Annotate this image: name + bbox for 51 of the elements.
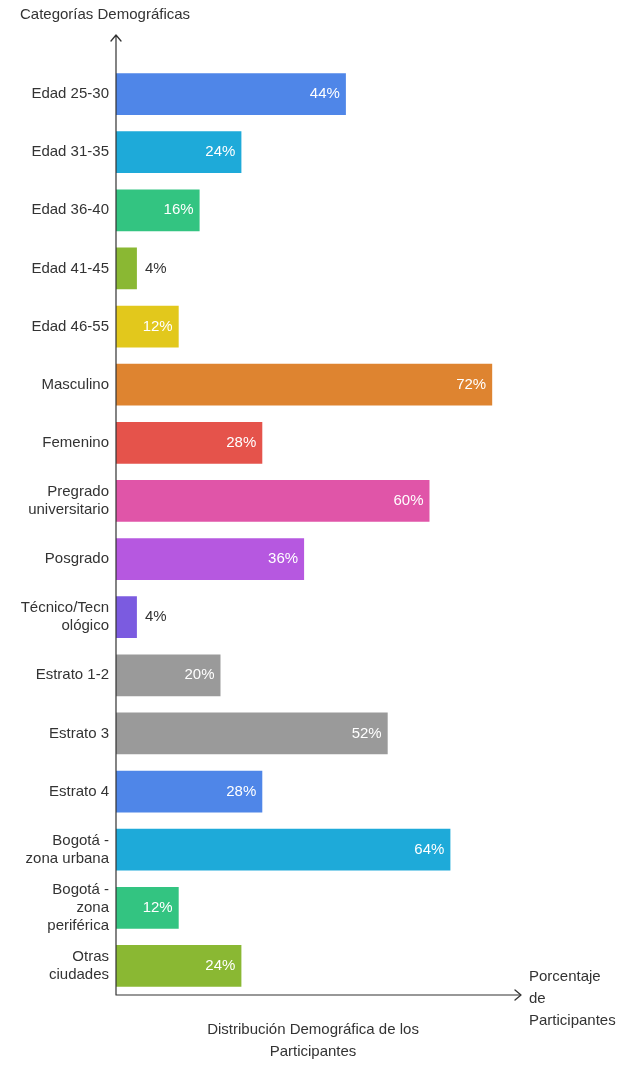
data-label: 4% — [144, 258, 167, 276]
y-tick-label: Estrato 3 — [48, 723, 109, 741]
data-label: 20% — [184, 665, 215, 683]
data-label: 28% — [226, 781, 257, 799]
data-label: 60% — [393, 491, 424, 509]
bar — [116, 73, 346, 115]
bar — [116, 945, 242, 987]
bar — [116, 363, 493, 406]
data-label: 64% — [414, 839, 445, 857]
bar — [116, 305, 179, 348]
y-tick-label: Femenino — [42, 432, 109, 450]
bar — [116, 247, 137, 290]
bar — [116, 131, 242, 174]
data-label: 24% — [205, 142, 236, 160]
bar — [116, 828, 451, 871]
y-tick-label: Edad 41-45 — [31, 258, 109, 276]
bar — [116, 596, 137, 639]
data-label: 52% — [351, 723, 382, 741]
data-label: 44% — [309, 84, 340, 102]
data-label: 12% — [142, 897, 173, 915]
bar — [116, 712, 388, 755]
data-label: 4% — [144, 607, 167, 625]
bar — [116, 538, 305, 580]
y-tick-label: Estrato 4 — [48, 781, 109, 799]
text: Distribución Demográfica de los Participantes — [207, 1020, 419, 1060]
bar — [116, 886, 179, 929]
data-label: 24% — [205, 956, 236, 974]
y-tick-label: Edad 25-30 — [31, 84, 109, 102]
y-tick-label: Edad 36-40 — [31, 200, 109, 218]
data-label: 28% — [226, 432, 257, 450]
y-tick-label: Bogotá - zona periférica — [47, 879, 110, 933]
bar — [116, 480, 430, 522]
y-tick-label: Técnico/Tecnológico — [20, 598, 109, 634]
y-tick-label: Masculino — [41, 374, 109, 392]
y-tick-label: Bogotá - zona urbana — [25, 830, 110, 866]
y-axis-title: Categorías Demográficas — [20, 5, 191, 23]
y-tick-label: Edad 31-35 — [31, 142, 109, 160]
bar — [116, 189, 200, 232]
data-label: 16% — [163, 200, 194, 218]
bar — [116, 421, 263, 464]
data-label: 36% — [268, 549, 299, 567]
data-label: 72% — [456, 374, 487, 392]
y-tick-label: Edad 46-55 — [31, 316, 109, 334]
y-tick-label: Pregrado universitario — [28, 482, 109, 518]
y-tick-label: Posgrado — [44, 549, 109, 567]
bar — [116, 770, 263, 813]
y-tick-label: Estrato 1-2 — [35, 665, 109, 683]
data-label: 12% — [142, 316, 173, 334]
y-tick-label: Otras ciudades — [48, 947, 109, 983]
bar — [116, 654, 221, 697]
x-axis-title: Porcentaje de Participantes — [529, 967, 616, 1029]
